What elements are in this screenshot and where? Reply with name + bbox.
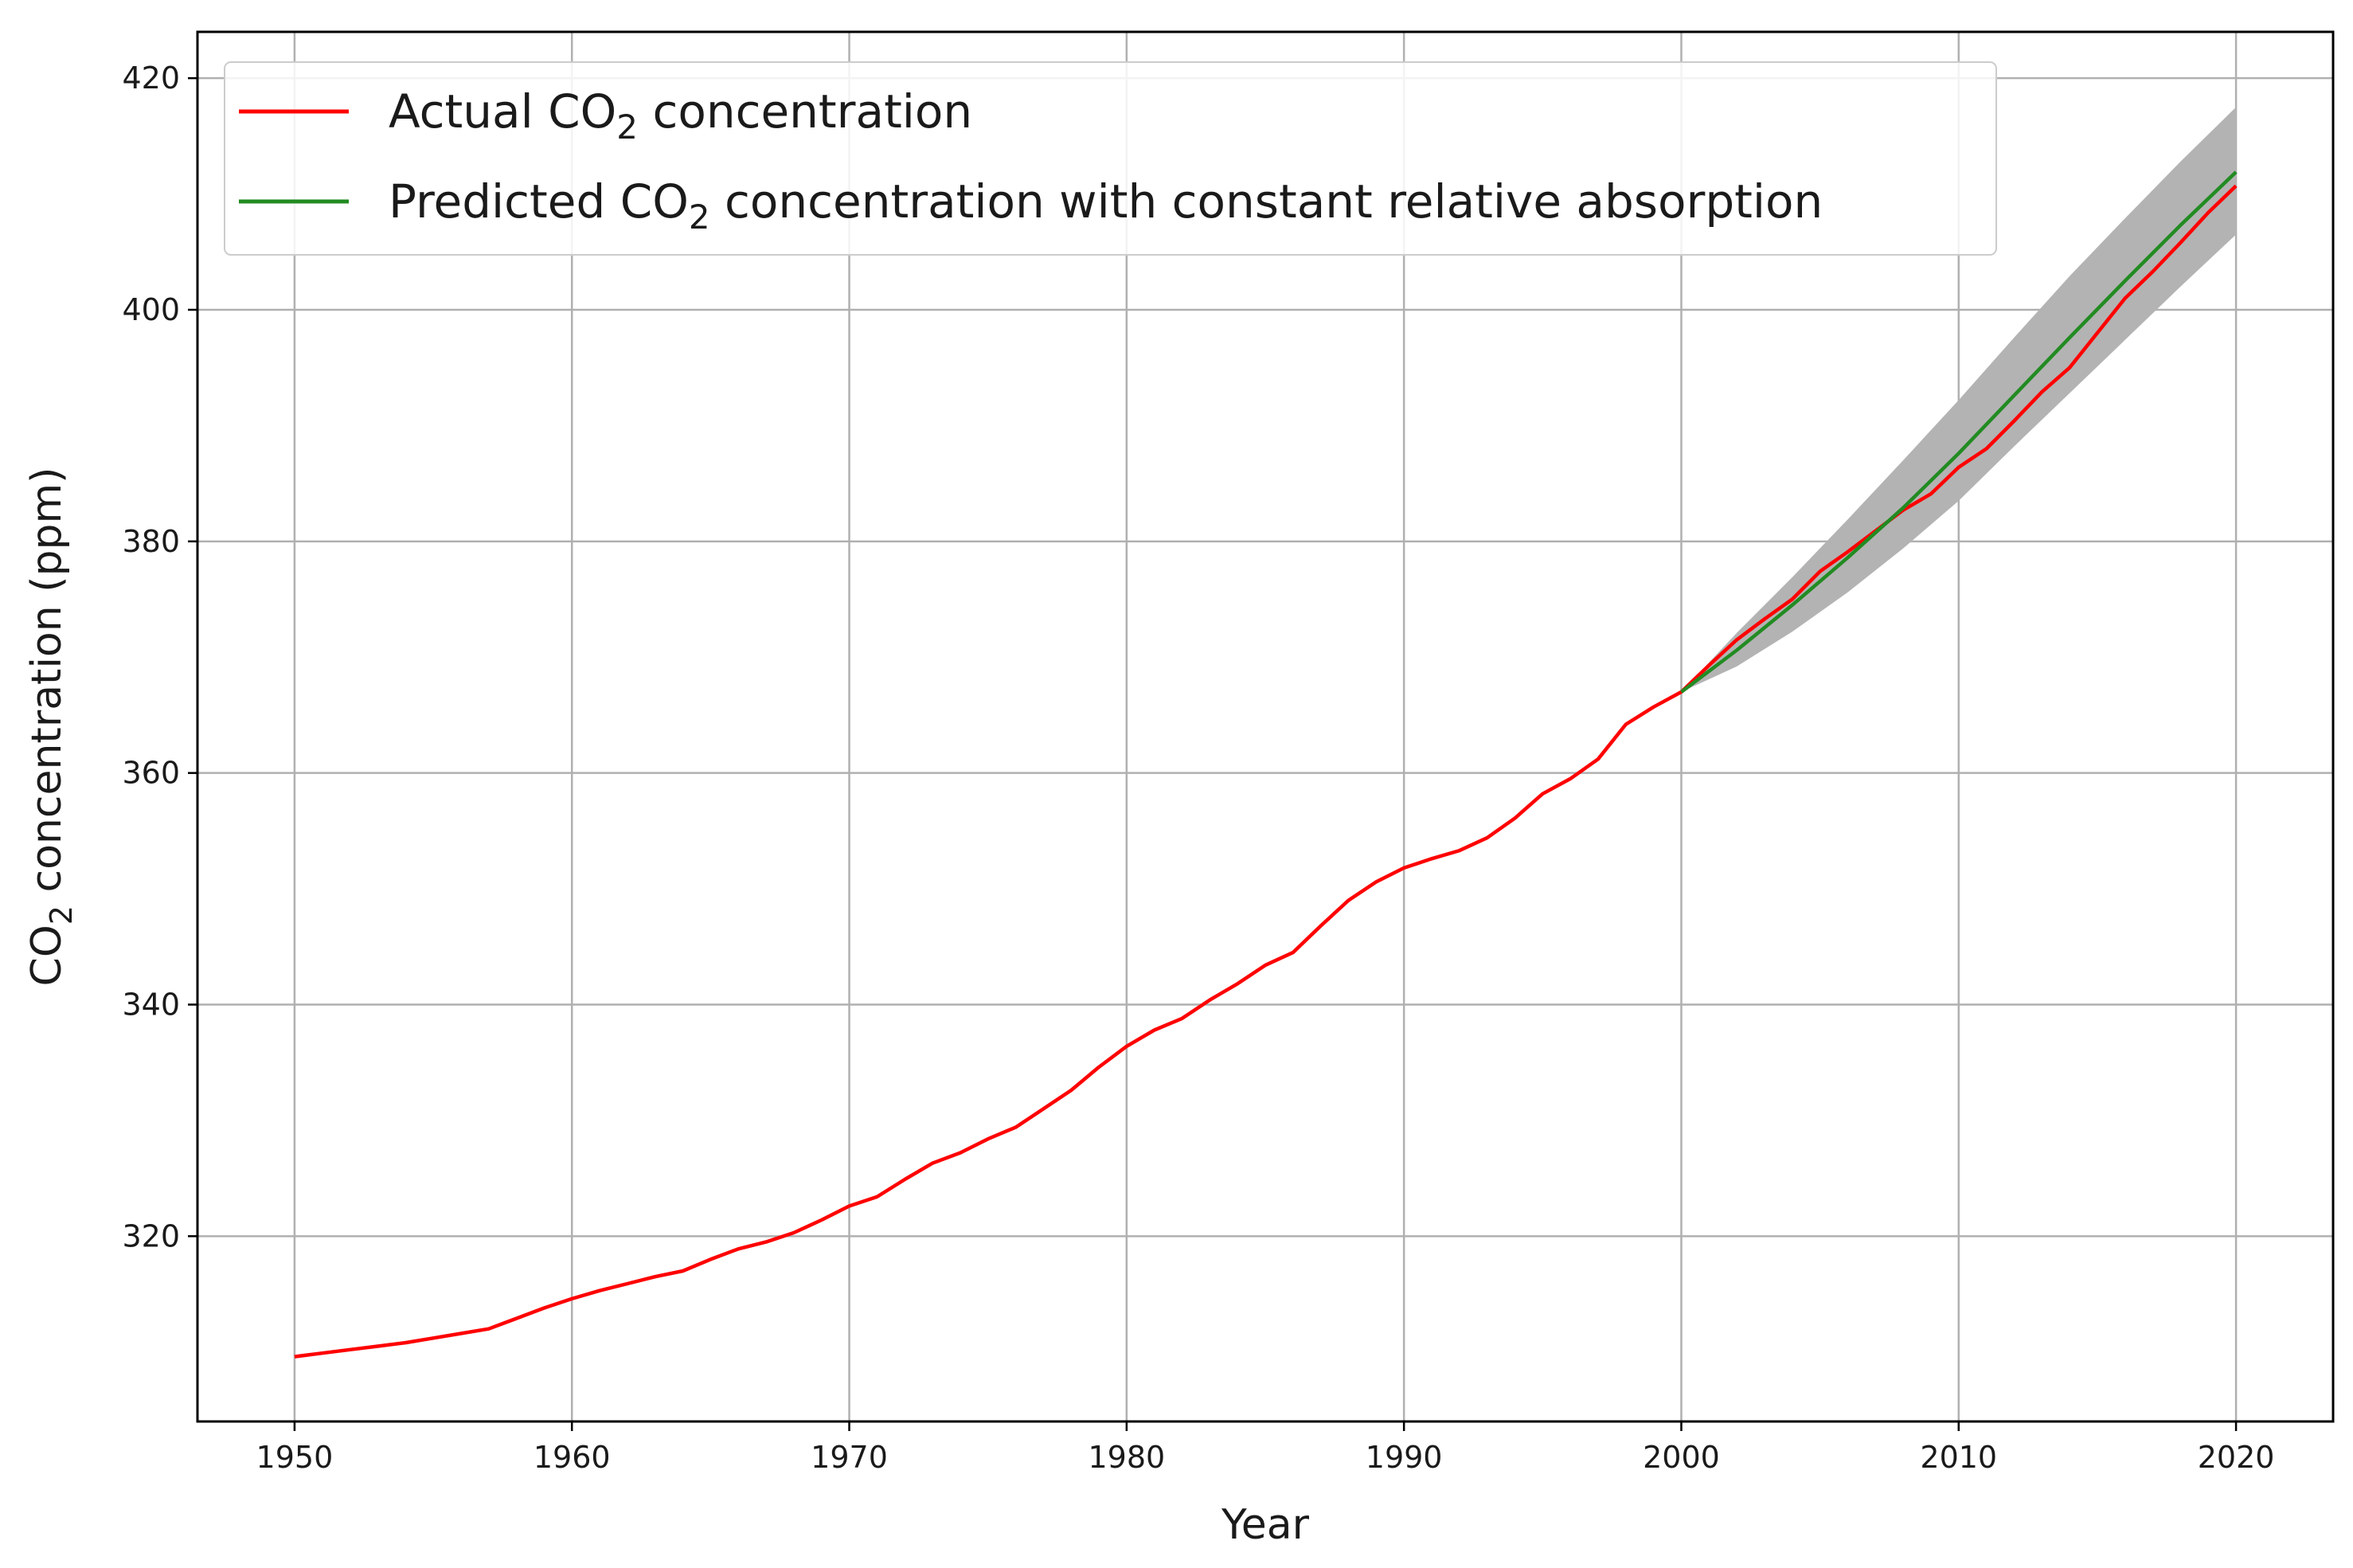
x-tick-label: 2020	[2198, 1440, 2275, 1475]
legend-label-predicted-sub: 2	[689, 197, 710, 237]
legend-label-actual: Actual CO2 concentration	[389, 84, 972, 147]
legend-box	[224, 61, 1997, 256]
x-tick-label: 1960	[534, 1440, 611, 1475]
y-tick-label: 420	[122, 61, 180, 96]
legend-label-predicted: Predicted CO2 concentration with constan…	[389, 174, 1823, 237]
y-axis-title-sub: 2	[44, 905, 79, 925]
y-tick-label: 380	[122, 524, 180, 559]
legend-label-actual-sub: 2	[616, 108, 638, 147]
series-layer	[294, 170, 2238, 1359]
x-tick-label: 2010	[1920, 1440, 1997, 1475]
predicted-co2-line	[1680, 170, 2238, 694]
legend-label-predicted-prefix: Predicted CO	[389, 174, 689, 229]
x-tick-label: 1970	[811, 1440, 888, 1475]
y-axis-title-suffix: concentration (ppm)	[23, 467, 71, 905]
x-axis-title: Year	[1221, 1501, 1310, 1549]
prediction-uncertainty-band	[1681, 107, 2237, 692]
tick-layer: 1950 1960 1970 1980 1990 2000 2010 2020 320 340 36…	[122, 61, 2274, 1475]
actual-co2-line	[294, 184, 2238, 1359]
plot-frame	[196, 30, 2335, 1423]
legend-label-actual-suffix: concentration	[638, 84, 972, 139]
y-tick-label: 340	[122, 987, 180, 1023]
x-tick-label: 1950	[256, 1440, 334, 1475]
y-tick-label: 320	[122, 1218, 180, 1253]
x-tick-label: 2000	[1643, 1440, 1720, 1475]
band-layer	[1681, 107, 2237, 692]
legend: Actual CO2 concentration Predicted CO2 c…	[224, 61, 1997, 256]
y-tick-label: 360	[122, 756, 180, 791]
y-axis-title-prefix: CO	[23, 925, 71, 986]
y-axis-title: CO2 concentration (ppm)	[23, 467, 79, 987]
x-tick-label: 1980	[1088, 1440, 1165, 1475]
legend-label-predicted-suffix: concentration with constant relative abs…	[710, 174, 1823, 229]
x-tick-label: 1990	[1366, 1440, 1443, 1475]
legend-label-actual-prefix: Actual CO	[389, 84, 616, 139]
y-tick-label: 400	[122, 292, 180, 327]
